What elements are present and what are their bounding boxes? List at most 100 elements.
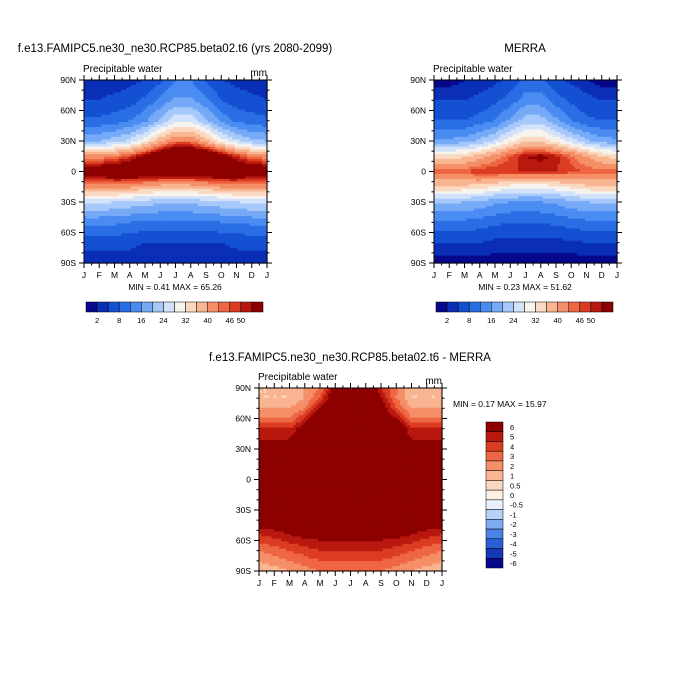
heatmap-cell: [192, 233, 196, 237]
heatmap-cell: [205, 228, 209, 232]
heatmap-cell: [143, 223, 147, 227]
heatmap-cell: [158, 193, 162, 197]
heatmap-cell: [140, 82, 144, 86]
heatmap-cell: [160, 218, 164, 222]
heatmap-cell: [195, 97, 199, 101]
heatmap-cell: [249, 89, 253, 93]
heatmap-cell: [148, 171, 152, 175]
heatmap-cell: [113, 112, 117, 116]
heatmap-cell: [212, 136, 216, 140]
heatmap-cell: [232, 89, 236, 93]
heatmap-cell: [210, 196, 214, 200]
heatmap-cell: [220, 159, 224, 163]
heatmap-cell: [133, 84, 137, 89]
heatmap-cell: [254, 109, 258, 113]
heatmap-cell: [259, 181, 263, 185]
heatmap-cell: [133, 82, 137, 86]
heatmap-cell: [224, 181, 229, 185]
heatmap-cell: [262, 159, 266, 163]
heatmap-cell: [86, 245, 90, 249]
heatmap-cell: [173, 99, 177, 103]
heatmap-cell: [128, 203, 132, 207]
heatmap-cell: [192, 230, 196, 234]
heatmap-cell: [116, 169, 120, 173]
heatmap-cell: [170, 216, 174, 220]
heatmap-cell: [237, 238, 241, 242]
heatmap-cell: [232, 109, 236, 113]
heatmap-cell: [160, 156, 164, 160]
heatmap-cell: [111, 82, 115, 86]
heatmap-cell: [91, 243, 95, 247]
heatmap-cell: [106, 119, 110, 123]
heatmap-cell: [197, 117, 201, 121]
heatmap-cell: [121, 166, 125, 170]
heatmap-cell: [165, 166, 169, 170]
heatmap-cell: [202, 166, 206, 170]
heatmap-cell: [192, 97, 196, 101]
heatmap-cell: [254, 235, 258, 239]
heatmap-cell: [140, 164, 144, 168]
heatmap-cell: [126, 156, 130, 160]
heatmap-cell: [103, 159, 107, 163]
heatmap-cell: [118, 141, 122, 145]
heatmap-cell: [252, 82, 256, 86]
heatmap-cell: [128, 218, 132, 222]
heatmap-cell: [195, 136, 199, 140]
heatmap-cell: [101, 196, 105, 200]
heatmap-cell: [237, 220, 241, 225]
heatmap-cell: [150, 206, 154, 210]
heatmap-cell: [108, 122, 112, 126]
heatmap-cell: [106, 198, 110, 202]
heatmap-cell: [111, 164, 115, 168]
heatmap-cell: [200, 166, 204, 170]
heatmap-cell: [205, 223, 209, 227]
heatmap-cell: [84, 188, 88, 192]
heatmap-cell: [150, 117, 154, 121]
heatmap-cell: [135, 203, 139, 207]
heatmap-cell: [168, 178, 172, 182]
heatmap-cell: [254, 228, 258, 232]
heatmap-cell: [88, 84, 93, 89]
heatmap-cell: [227, 230, 231, 234]
heatmap-cell: [111, 230, 115, 234]
heatmap-cell: [165, 117, 169, 121]
heatmap-cell: [116, 99, 120, 103]
heatmap-cell: [135, 119, 139, 123]
heatmap-cell: [113, 156, 117, 160]
heatmap-cell: [101, 89, 105, 93]
heatmap-cell: [165, 225, 169, 229]
heatmap-cell: [168, 218, 172, 222]
heatmap-cell: [148, 196, 152, 200]
heatmap-cell: [128, 84, 132, 89]
heatmap-cell: [93, 102, 97, 106]
heatmap-cell: [88, 235, 93, 239]
heatmap-cell: [197, 181, 201, 185]
heatmap-cell: [160, 141, 164, 145]
heatmap-cell: [88, 228, 93, 232]
heatmap-cell: [173, 154, 177, 158]
heatmap-cell: [207, 218, 211, 222]
heatmap-cell: [200, 87, 204, 91]
heatmap-cell: [229, 112, 233, 116]
heatmap-cell: [222, 112, 226, 116]
heatmap-cell: [190, 181, 194, 185]
heatmap-cell: [108, 196, 112, 200]
heatmap-cell: [88, 114, 93, 118]
heatmap-cell: [190, 89, 194, 93]
heatmap-cell: [249, 129, 253, 133]
heatmap-cell: [88, 193, 93, 197]
heatmap-cell: [222, 154, 226, 158]
heatmap-cell: [135, 117, 139, 121]
heatmap-cell: [163, 201, 167, 205]
heatmap-cell: [200, 112, 204, 116]
heatmap-cell: [252, 201, 256, 205]
heatmap-cell: [140, 203, 144, 207]
heatmap-cell: [247, 188, 251, 192]
heatmap-cell: [244, 218, 248, 222]
heatmap-cell: [217, 235, 221, 239]
heatmap-cell: [158, 203, 162, 207]
heatmap-cell: [182, 92, 186, 96]
heatmap-cell: [234, 240, 238, 244]
heatmap-cell: [118, 151, 122, 155]
heatmap-cell: [133, 117, 137, 121]
